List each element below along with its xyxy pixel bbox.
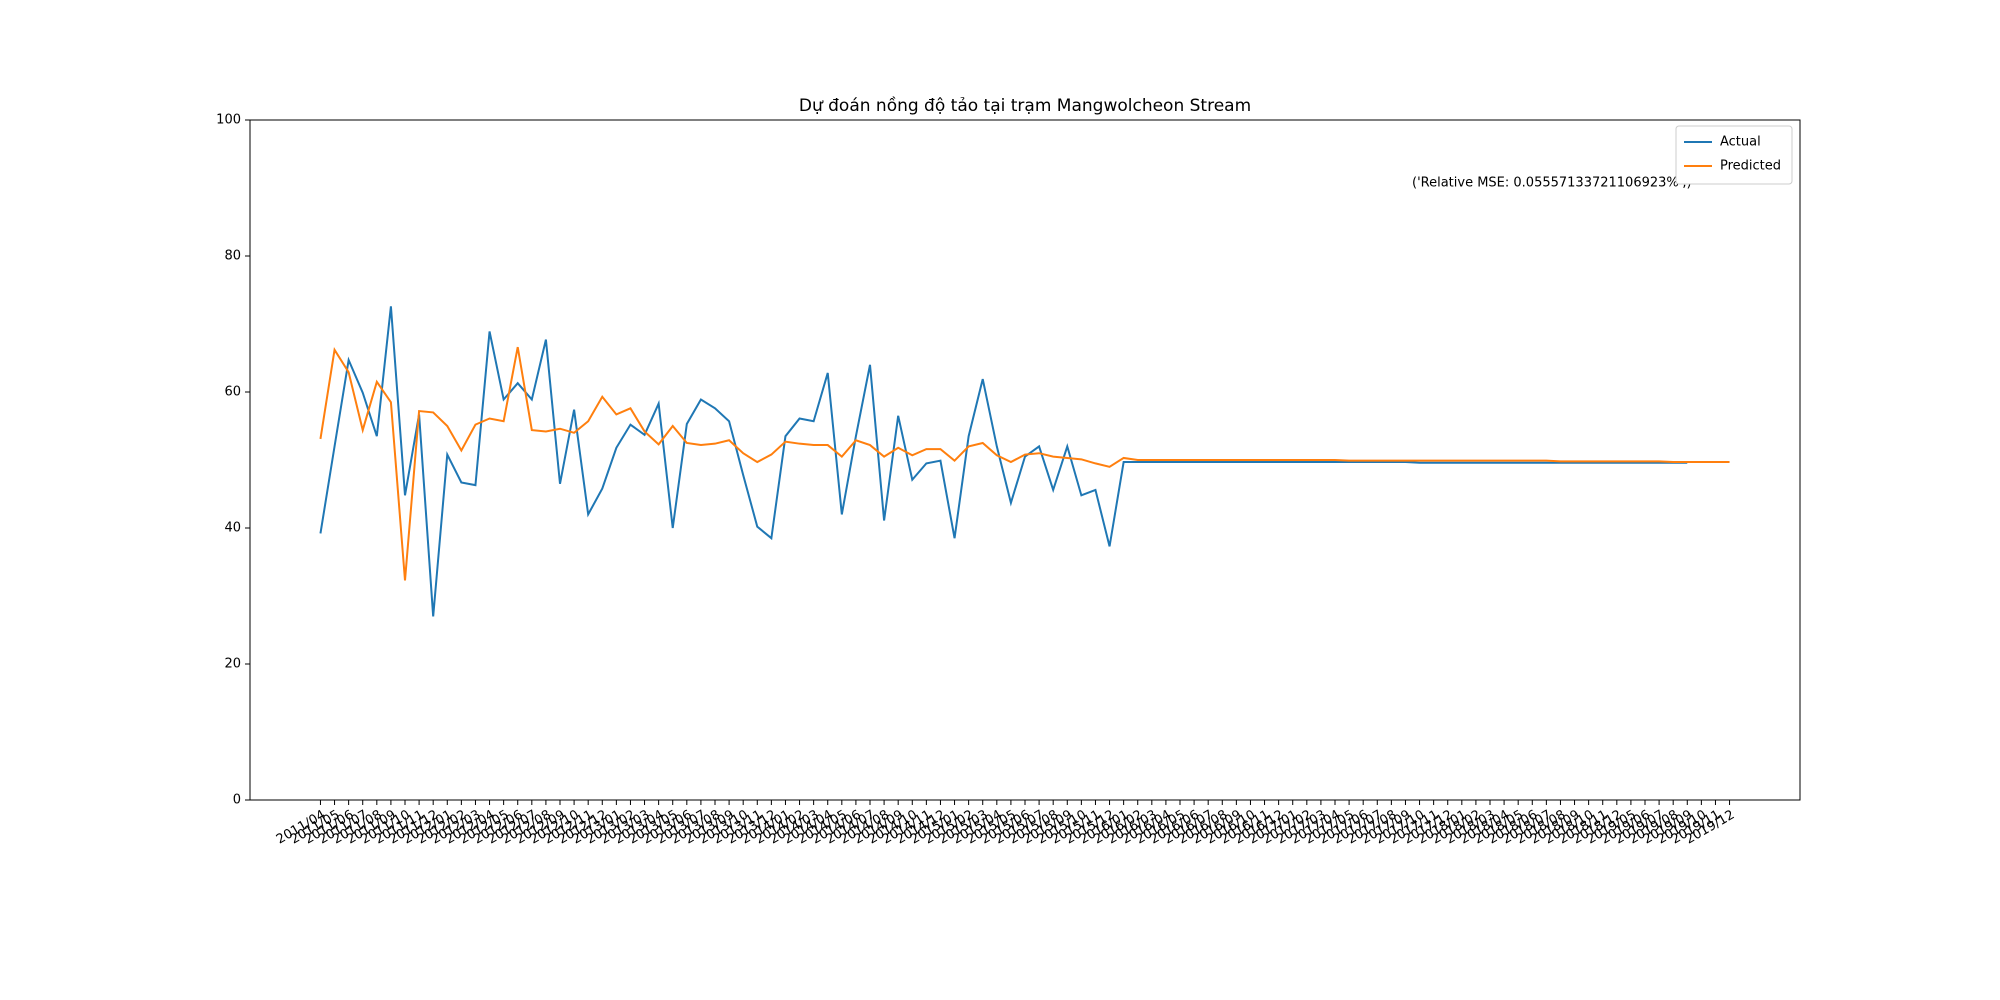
- annotation: ('Relative MSE: 0.05557133721106923%',): [1412, 176, 1692, 191]
- line-series: [319, 346, 1730, 581]
- line-series: [319, 306, 1688, 617]
- legend-label: Actual: [1720, 135, 1761, 150]
- y-tick-label: 20: [224, 657, 241, 672]
- y-tick-label: 60: [224, 385, 241, 400]
- chart-title: Dự đoán nồng độ tảo tại trạm Mangwolcheo…: [799, 95, 1251, 116]
- legend-box: [1675, 125, 1793, 185]
- plot-frame: [249, 119, 1801, 801]
- y-tick-label: 80: [224, 249, 241, 264]
- y-tick-label: 40: [224, 521, 241, 536]
- legend-label: Predicted: [1720, 159, 1781, 174]
- y-tick-label: 100: [216, 113, 241, 128]
- y-tick-label: 0: [233, 793, 241, 808]
